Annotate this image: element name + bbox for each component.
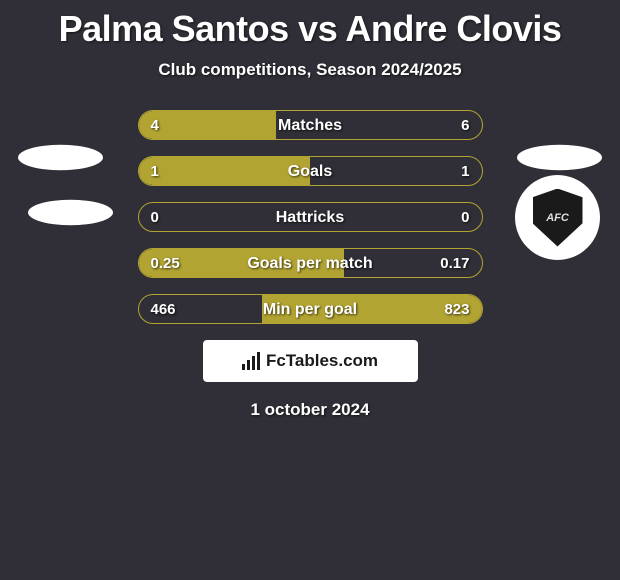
- team-badge-left-ellipse-2: [28, 200, 113, 226]
- subtitle: Club competitions, Season 2024/2025: [0, 60, 620, 80]
- team-shield-icon: AFC: [533, 189, 583, 247]
- team-badge-left-ellipse-1: [18, 145, 103, 171]
- stat-bar-row: 0.25Goals per match0.17: [138, 248, 483, 278]
- comparison-title: Palma Santos vs Andre Clovis: [0, 0, 620, 50]
- stat-value-right: 0: [461, 203, 469, 232]
- comparison-content: AFC 4Matches6 1Goals1 0Hattricks0 0.25Goals…: [0, 110, 620, 420]
- stat-bar-row: 0Hattricks0: [138, 202, 483, 232]
- shield-text: AFC: [546, 212, 569, 224]
- icon-bar: [242, 364, 245, 370]
- vs-text: vs: [298, 8, 337, 49]
- team-badge-right-ellipse: [517, 145, 602, 171]
- stat-bar-row: 4Matches6: [138, 110, 483, 140]
- stat-value-right: 6: [461, 111, 469, 140]
- icon-bar: [247, 360, 250, 370]
- stat-bar-row: 1Goals1: [138, 156, 483, 186]
- stat-label: Matches: [139, 111, 482, 140]
- attribution-box: FcTables.com: [203, 340, 418, 382]
- stat-label: Goals per match: [139, 249, 482, 278]
- stat-label: Hattricks: [139, 203, 482, 232]
- icon-bar: [252, 356, 255, 370]
- team-badge-right: AFC: [515, 175, 600, 260]
- stat-label: Goals: [139, 157, 482, 186]
- icon-bar: [257, 352, 260, 370]
- stat-value-right: 1: [461, 157, 469, 186]
- date-text: 1 october 2024: [0, 400, 620, 420]
- stat-value-right: 0.17: [440, 249, 469, 278]
- stat-bars: 4Matches6 1Goals1 0Hattricks0 0.25Goals per…: [138, 110, 483, 324]
- stat-label: Min per goal: [139, 295, 482, 324]
- bars-icon: [242, 352, 260, 370]
- stat-value-right: 823: [444, 295, 469, 324]
- player2-name: Andre Clovis: [345, 8, 561, 49]
- player1-name: Palma Santos: [59, 8, 289, 49]
- stat-bar-row: 466Min per goal823: [138, 294, 483, 324]
- attribution-text: FcTables.com: [266, 351, 378, 371]
